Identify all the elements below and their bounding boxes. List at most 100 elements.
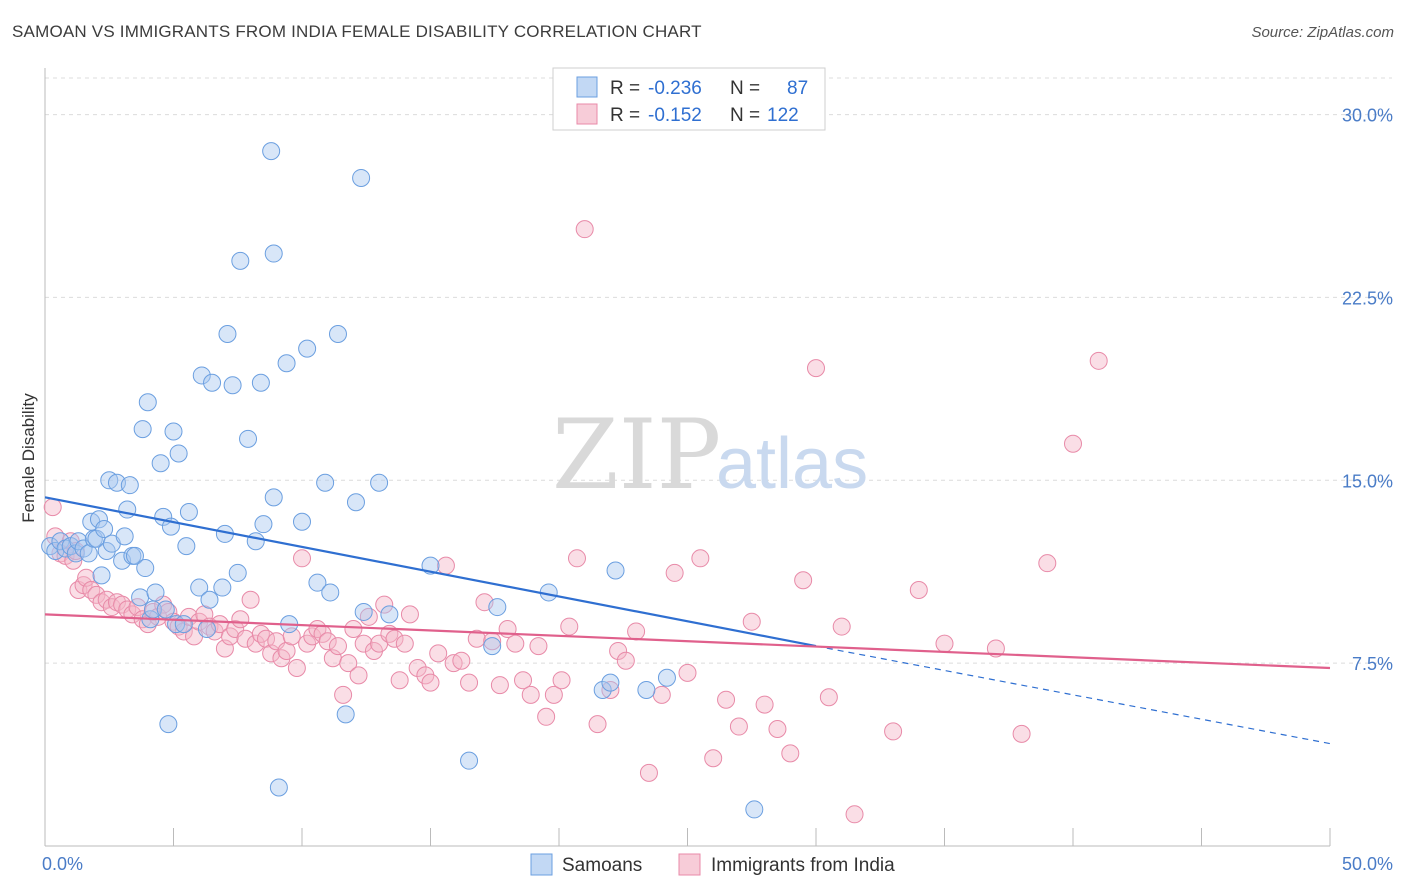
- y-tick-label: 22.5%: [1342, 288, 1393, 308]
- samoan-point: [159, 715, 178, 734]
- india-point: [385, 629, 404, 648]
- india-point: [231, 610, 250, 629]
- india-point: [334, 685, 353, 704]
- india-n-value: 122: [767, 105, 799, 126]
- samoan-point: [136, 559, 155, 578]
- india-point: [429, 644, 448, 663]
- india-point: [452, 651, 471, 670]
- samoan-point: [95, 520, 114, 539]
- india-point: [395, 634, 414, 653]
- india-point: [246, 634, 265, 653]
- samoan-point: [190, 578, 209, 597]
- india-point: [318, 632, 337, 651]
- india-point: [755, 695, 774, 714]
- india-point: [884, 722, 903, 741]
- india-point: [257, 629, 276, 648]
- india-point: [339, 654, 358, 673]
- samoan-point: [131, 588, 150, 607]
- samoan-point: [637, 680, 656, 699]
- samoan-point: [483, 637, 502, 656]
- samoan-point: [79, 544, 98, 563]
- samoan-point: [601, 673, 620, 692]
- samoan-point: [228, 563, 247, 582]
- samoan-point: [133, 420, 152, 439]
- india-point: [287, 659, 306, 678]
- samoan-point: [745, 800, 764, 819]
- samoan-point: [218, 325, 237, 343]
- samoan-point: [231, 251, 250, 270]
- india-point: [1089, 351, 1108, 370]
- series-legend: Samoans Immigrants from India: [530, 853, 895, 876]
- india-point: [909, 581, 928, 599]
- samoan-point: [118, 500, 137, 519]
- india-point: [195, 605, 214, 624]
- y-tick-label: 7.5%: [1352, 654, 1393, 674]
- samoan-point: [262, 142, 281, 161]
- samoan-point: [120, 476, 139, 495]
- samoan-point: [41, 537, 60, 556]
- samoan-point: [277, 354, 296, 373]
- india-point: [460, 673, 479, 692]
- samoan-point: [92, 566, 111, 585]
- india-point: [490, 676, 509, 695]
- samoan-point: [223, 376, 242, 395]
- samoan-point: [657, 668, 676, 687]
- samoan-point: [293, 512, 311, 531]
- samoan-point: [156, 600, 175, 619]
- samoan-point: [251, 373, 270, 392]
- india-point: [529, 637, 548, 656]
- india-n-label: N =: [730, 105, 760, 126]
- india-point: [82, 581, 101, 599]
- india-point: [375, 595, 394, 614]
- chart-title: SAMOAN VS IMMIGRANTS FROM INDIA FEMALE D…: [12, 22, 702, 41]
- india-point: [575, 220, 594, 239]
- india-point: [328, 637, 347, 656]
- samoan-point: [177, 537, 196, 556]
- india-point: [390, 671, 409, 690]
- y-tick-labels: 7.5% 15.0% 22.5% 30.0%: [1342, 106, 1393, 675]
- y-tick-label: 30.0%: [1342, 106, 1393, 126]
- legend-india-label: Immigrants from India: [711, 855, 895, 876]
- samoan-point: [174, 615, 193, 634]
- samoan-point: [89, 510, 108, 529]
- samoan-point: [316, 473, 335, 492]
- india-point: [400, 605, 419, 624]
- samoan-point: [203, 373, 222, 392]
- india-point: [601, 680, 620, 699]
- x-tick-label-start: 0.0%: [42, 854, 83, 874]
- india-point: [436, 556, 455, 575]
- samoan-point: [146, 583, 165, 602]
- india-point: [588, 715, 607, 734]
- india-point: [1012, 724, 1031, 743]
- x-tick-label-end: 50.0%: [1342, 854, 1393, 874]
- india-point: [514, 671, 533, 690]
- india-point: [794, 571, 813, 590]
- source-label: Source: ZipAtlas.com: [1251, 24, 1394, 41]
- india-point: [421, 673, 440, 692]
- samoan-point: [298, 339, 317, 358]
- india-point: [639, 763, 658, 782]
- watermark-atlas: atlas: [716, 424, 868, 504]
- samoan-point: [308, 573, 327, 592]
- samoans-swatch: [576, 76, 598, 98]
- india-point: [552, 671, 571, 690]
- india-point: [832, 617, 851, 636]
- india-point: [506, 634, 525, 653]
- india-point: [652, 685, 671, 704]
- india-point: [174, 622, 193, 641]
- samoan-point: [352, 168, 371, 187]
- india-point: [354, 634, 373, 653]
- india-point: [537, 707, 556, 726]
- grid-lines: [45, 77, 1392, 664]
- samoan-point: [370, 473, 389, 492]
- india-point: [616, 651, 635, 670]
- india-r-value: -0.152: [648, 105, 702, 126]
- watermark: ZIP atlas: [552, 399, 868, 511]
- india-point: [92, 593, 111, 612]
- india-point: [768, 719, 787, 738]
- legend-india-swatch: [678, 853, 701, 876]
- samoan-point: [336, 705, 355, 724]
- india-point: [935, 634, 954, 653]
- india-point: [349, 666, 368, 685]
- samoan-point: [346, 493, 365, 512]
